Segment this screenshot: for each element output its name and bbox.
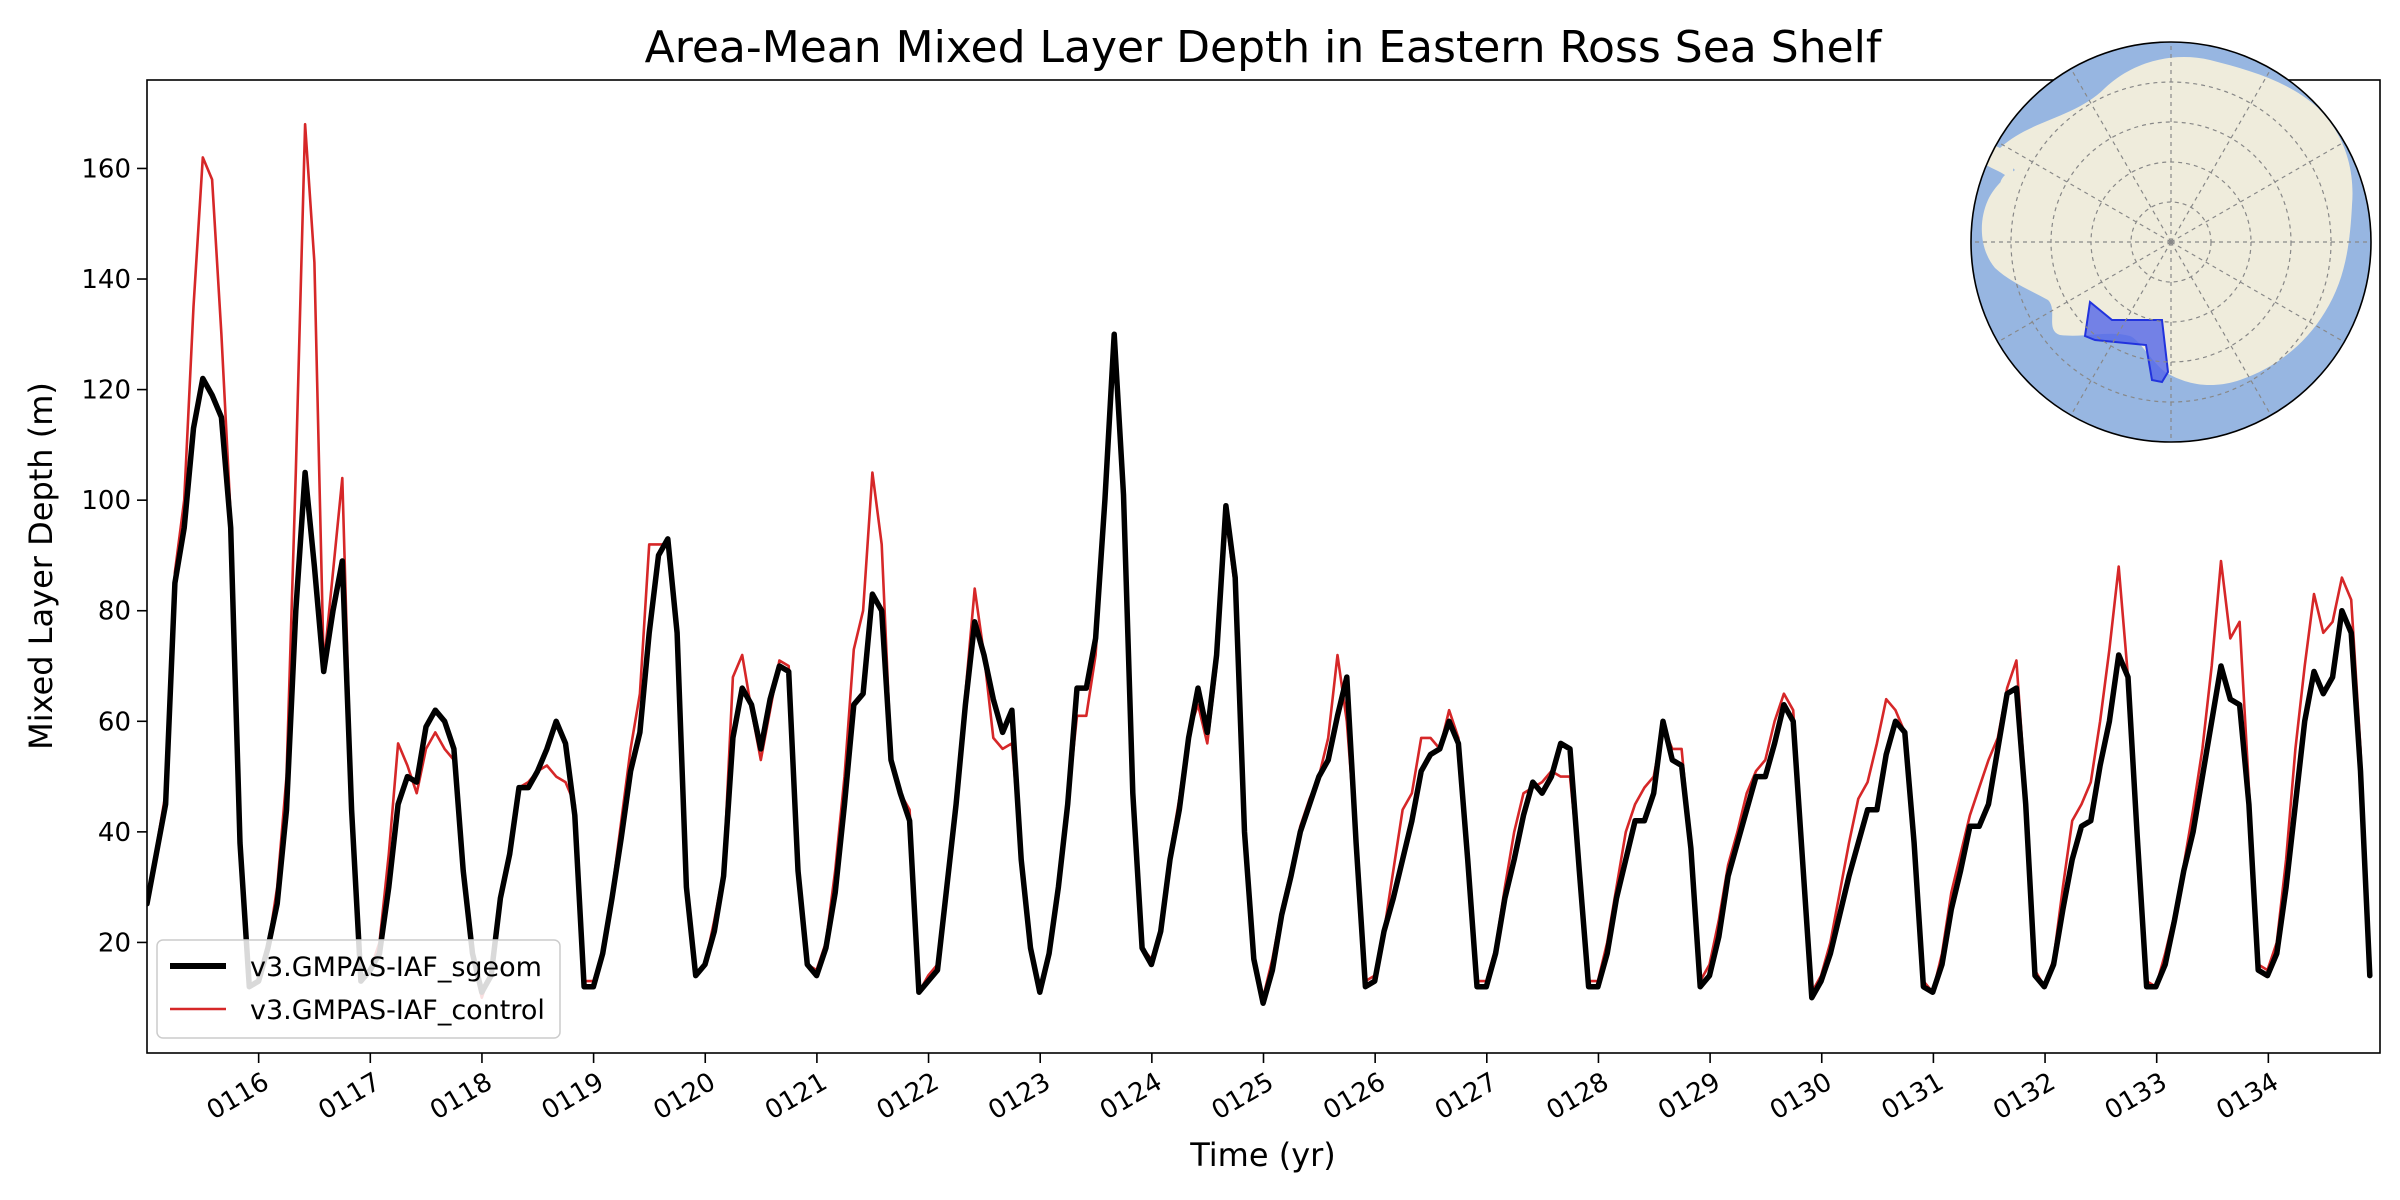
series-line-sgeom [147,331,2373,1006]
x-tick-label: 0124 [1095,1067,1167,1126]
graticule-meridian [1997,141,2172,243]
graticule-meridian [1997,241,2172,343]
legend-label-sgeom: v3.GMPAS-IAF_sgeom [250,952,542,983]
x-axis-label: Time (yr) [1189,1136,1336,1174]
legend: v3.GMPAS-IAF_sgeom v3.GMPAS-IAF_control [156,939,561,1039]
graticule-meridian [2070,68,2172,243]
antarctica-landmass [1976,57,2353,386]
x-tick-label: 0118 [425,1067,497,1126]
y-tick-label: 160 [81,154,131,184]
graticule-meridian [2170,241,2272,416]
x-tick-label: 0126 [1318,1067,1390,1126]
graticule-meridian [2170,68,2272,243]
y-tick-label: 140 [81,265,131,295]
x-tick-label: 0134 [2212,1067,2284,1126]
x-tick-label: 0133 [2100,1067,2172,1126]
x-tick-label: 0123 [983,1067,1055,1126]
x-tick-label: 0129 [1653,1067,1725,1126]
y-tick-label: 100 [81,486,131,516]
x-tick-label: 0122 [872,1067,944,1126]
x-tick-label: 0116 [202,1067,274,1126]
map-graticule [1971,42,2371,442]
graticule-meridian [2170,141,2345,243]
ross-sea-region [2083,300,2170,384]
y-axis: 20 40 60 80 100 120 140 160 [81,154,147,958]
y-tick-label: 60 [98,707,131,737]
x-tick-label: 0131 [1877,1067,1949,1126]
inset-map [1970,41,2372,443]
y-tick-label: 120 [81,376,131,406]
x-tick-label: 0125 [1207,1067,1279,1126]
x-tick-label: 0128 [1542,1067,1614,1126]
x-tick-label: 0121 [760,1067,832,1126]
x-tick-label: 0117 [313,1067,385,1126]
legend-label-control: v3.GMPAS-IAF_control [250,995,545,1026]
y-tick-label: 40 [98,818,131,848]
legend-box [156,939,561,1039]
graticule-meridian [2170,241,2345,343]
map-border [1970,41,2372,443]
chart-title: Area-Mean Mixed Layer Depth in Eastern R… [645,22,1883,73]
x-tick-label: 0132 [1988,1067,2060,1126]
series-layer [147,122,2373,1006]
x-tick-label: 0119 [537,1067,609,1126]
x-tick-label: 0120 [648,1067,720,1126]
graticule-meridian [2070,241,2172,416]
y-tick-label: 80 [98,597,131,627]
y-tick-label: 20 [98,928,131,958]
y-axis-label: Mixed Layer Depth (m) [22,382,60,750]
x-tick-label: 0130 [1765,1067,1837,1126]
x-tick-label: 0127 [1430,1067,1502,1126]
x-axis: 0116 0117 0118 0119 0120 0121 0122 0123 0124 0125… [202,1053,2284,1126]
